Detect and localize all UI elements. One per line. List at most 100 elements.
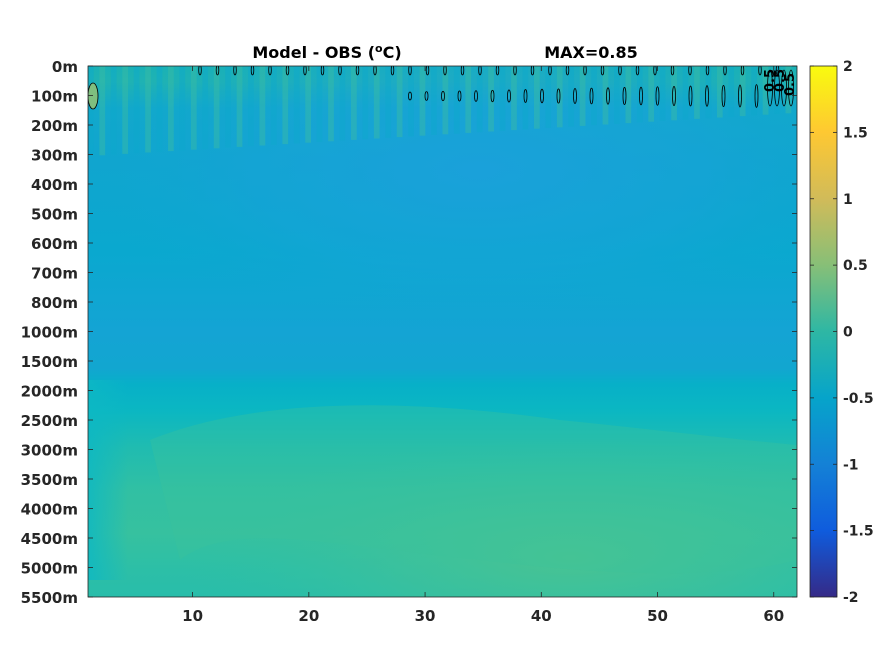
contour-ellipse <box>424 91 429 101</box>
contour-ellipse <box>530 66 535 76</box>
contour-ellipse <box>373 66 377 76</box>
colorbar-tick-label: -1 <box>843 457 859 473</box>
x-tick-label: 60 <box>763 607 784 625</box>
surface-stripe <box>213 66 220 149</box>
contour-ellipse <box>670 66 675 76</box>
contour-ellipse <box>460 66 465 76</box>
contour-ellipse <box>723 66 727 76</box>
contour-ellipse <box>408 66 412 76</box>
surface-stripe <box>728 66 735 117</box>
contour-ellipse <box>589 87 594 105</box>
surface-stripe <box>351 66 357 140</box>
contour-ellipse <box>268 66 272 76</box>
contour-ellipse <box>600 66 605 76</box>
surface-contours <box>88 66 794 110</box>
contour-ellipse <box>495 66 500 76</box>
colorbar-tick-label: -0.5 <box>843 391 874 407</box>
surface-stripe <box>190 66 197 150</box>
surface-stripe <box>431 66 437 135</box>
surface-stripe <box>476 66 483 133</box>
contour-ellipse <box>198 66 202 76</box>
contour-ellipse <box>425 66 430 76</box>
plot-area <box>88 66 797 597</box>
contour-ellipse <box>639 86 643 106</box>
colorbar-ticks: 2 1.5 1 0.5 0 -0.5 -1 -1.5 -2 <box>810 59 874 606</box>
y-axis: 0m 100m 200m 300m 400m 500m 600m 700m 800m 1000m 1… <box>21 58 797 607</box>
colorbar-tick-label: 1.5 <box>843 125 868 141</box>
contour-labels: 0.50.50.5 <box>763 69 798 96</box>
surface-stripe <box>339 66 346 141</box>
contour-ellipse <box>303 66 307 76</box>
contour-ellipse <box>740 66 745 76</box>
y-tick-label: 2000m <box>21 383 78 401</box>
contour-ellipse <box>474 90 478 102</box>
surface-stripe <box>270 66 277 145</box>
surface-stripe <box>545 66 552 128</box>
surface-stripe <box>88 66 94 156</box>
surface-stripe <box>453 66 460 134</box>
y-tick-label: 1500m <box>21 353 78 371</box>
contour-ellipse <box>565 66 570 76</box>
contour-ellipse <box>758 66 762 76</box>
contour-ellipse <box>618 66 622 76</box>
surface-stripe <box>316 66 323 142</box>
surface-stripe <box>511 66 517 131</box>
contour-ellipse <box>655 86 660 106</box>
chart-title: Model - OBS (oC) <box>252 42 401 62</box>
surface-stripe <box>716 66 723 118</box>
contour-ellipse <box>478 66 482 76</box>
surface-stripe <box>145 66 151 153</box>
contour-ellipse <box>781 69 787 107</box>
upper-cool-region <box>88 66 797 366</box>
contour-ellipse <box>88 82 99 110</box>
surface-stripe <box>671 66 677 121</box>
surface-stripe <box>533 66 540 129</box>
x-tick-label: 50 <box>647 607 668 625</box>
contour-label: 0.5 <box>783 73 798 96</box>
contour-ellipse <box>573 88 577 104</box>
surface-stripe <box>762 66 769 115</box>
x-tick-label: 30 <box>415 607 436 625</box>
x-tick-label: 20 <box>298 607 319 625</box>
surface-stripe <box>236 66 243 147</box>
surface-stripe <box>465 66 472 133</box>
surface-stripe <box>328 66 334 142</box>
x-axis: 10 20 30 40 50 60 <box>182 66 784 625</box>
contour-ellipse <box>635 66 640 76</box>
contour-ellipse <box>250 66 255 76</box>
contour-ellipse <box>788 69 794 107</box>
surface-stripe <box>625 66 632 124</box>
surface-stripe <box>591 66 597 126</box>
surface-stripe <box>396 66 403 138</box>
contour-ellipse <box>523 89 528 103</box>
surface-stripe <box>305 66 311 143</box>
contour-ellipse <box>583 66 587 76</box>
surface-stripe <box>99 66 106 156</box>
contour-ellipse <box>738 84 742 108</box>
y-tick-label: 3000m <box>21 442 78 460</box>
y-tick-label: 5000m <box>21 560 78 578</box>
surface-stripe <box>602 66 609 125</box>
y-tick-label: 400m <box>31 176 78 194</box>
surface-stripe <box>259 66 266 146</box>
surface-stripe <box>293 66 300 144</box>
surface-stripe <box>385 66 392 138</box>
surface-stripe <box>168 66 174 152</box>
surface-stripe <box>568 66 575 127</box>
y-tick-label: 300m <box>31 147 78 165</box>
x-tick-label: 10 <box>182 607 203 625</box>
contour-ellipse <box>721 84 726 108</box>
x-tick-label: 40 <box>531 607 552 625</box>
contour-ellipse <box>233 66 237 76</box>
colorbar-tick-label: 1 <box>843 192 853 208</box>
surface-stripe <box>419 66 426 136</box>
deep-tongue-boundary <box>150 405 797 574</box>
y-tick-label: 4500m <box>21 530 78 548</box>
y-tick-label: 2500m <box>21 412 78 430</box>
y-tick-label: 800m <box>31 294 78 312</box>
y-tick-label: 1000m <box>21 324 78 342</box>
colorbar-tick-label: -2 <box>843 590 859 606</box>
deep-warm-core <box>88 380 797 597</box>
surface-stripe <box>442 66 449 135</box>
